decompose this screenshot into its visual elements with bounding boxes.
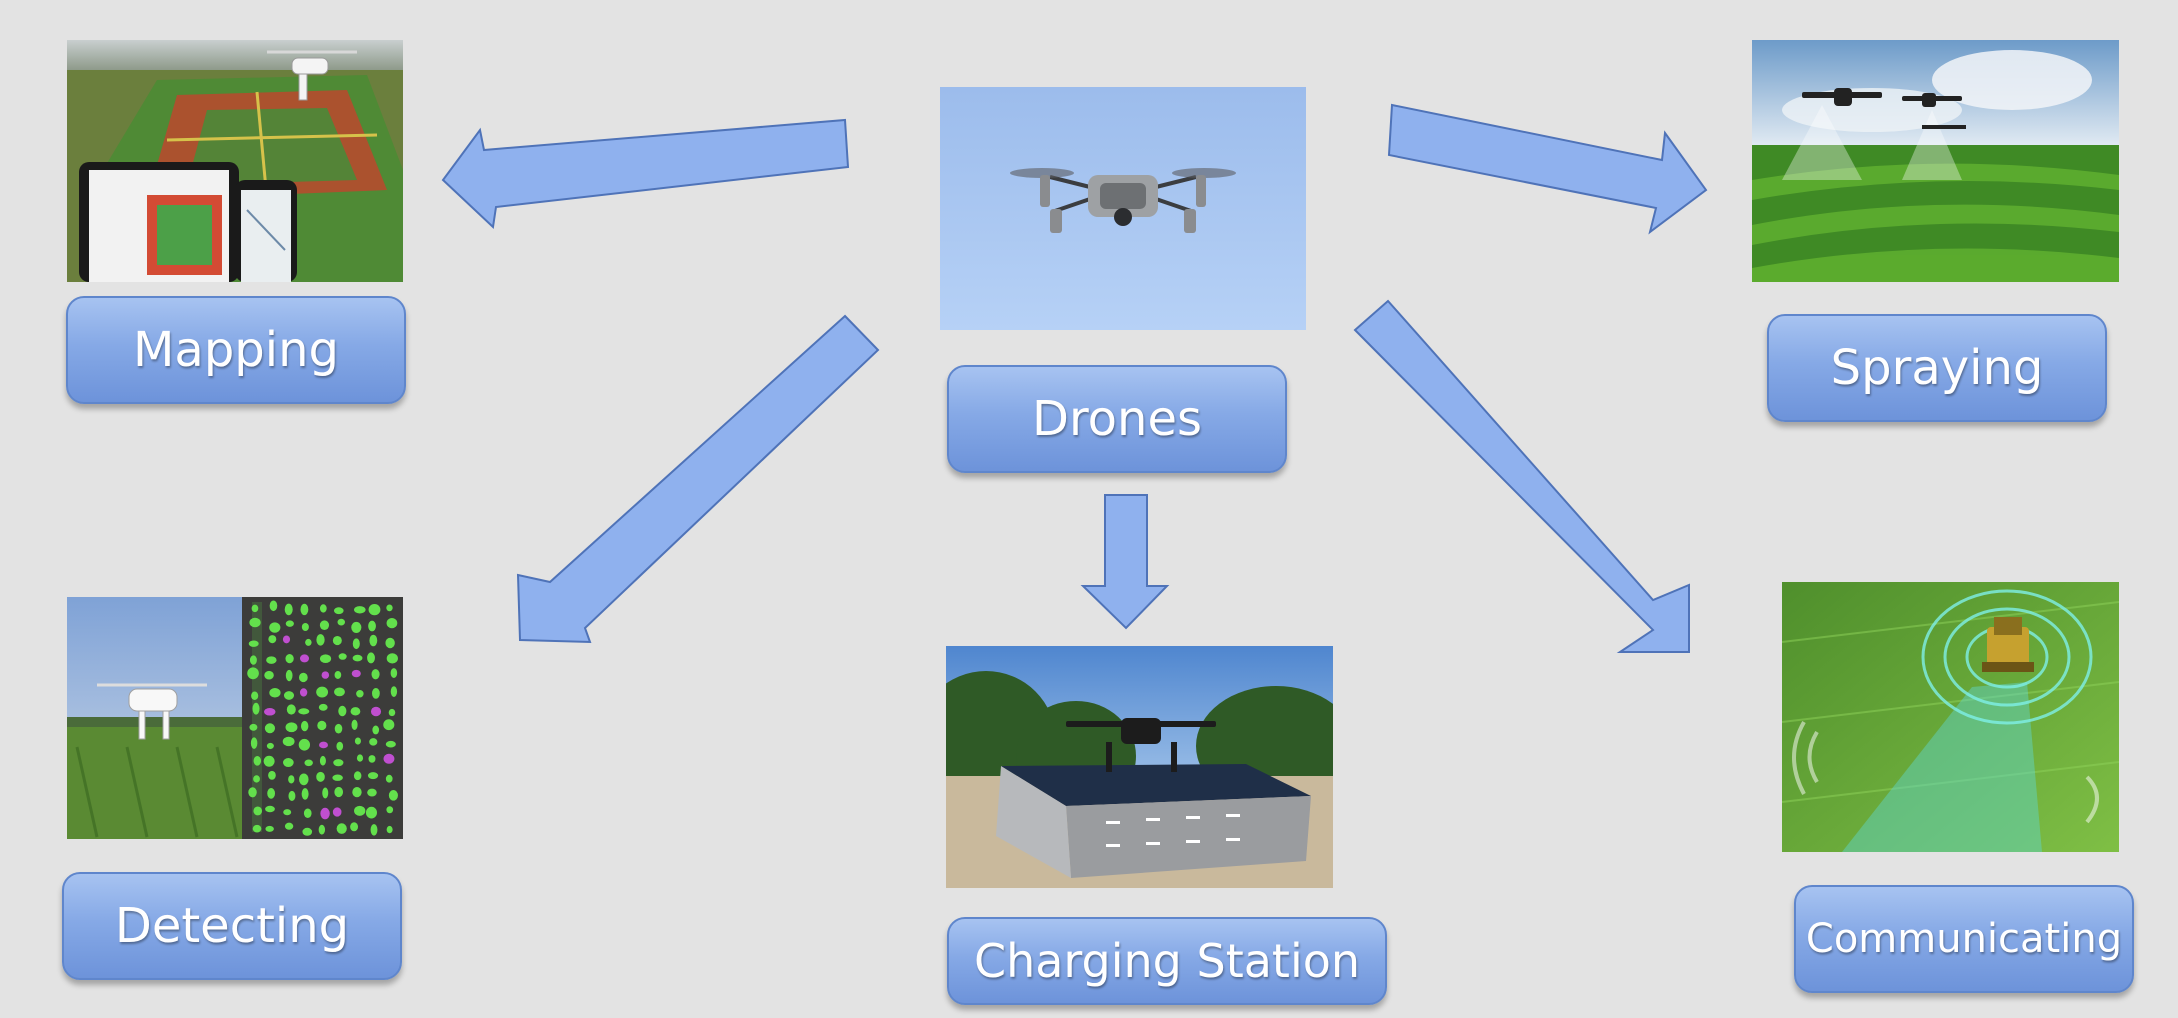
detecting-photo: [67, 597, 403, 839]
mapping-photo: [67, 40, 403, 282]
detecting-node: Detecting: [62, 872, 402, 980]
drones-node: Drones: [947, 365, 1287, 473]
mapping-label: Mapping: [133, 322, 339, 378]
charging-station-photo: [946, 646, 1333, 888]
drone-photo: [940, 87, 1306, 330]
spraying-photo: [1752, 40, 2119, 282]
arrow-to-detecting: [516, 314, 880, 644]
charging-station-node: Charging Station: [947, 917, 1387, 1005]
spraying-label: Spraying: [1830, 340, 2044, 396]
drones-label: Drones: [1032, 391, 1202, 447]
arrow-to-spraying: [1387, 103, 1708, 235]
mapping-node: Mapping: [66, 296, 406, 404]
communicating-photo: [1782, 582, 2119, 852]
communicating-node: Communicating: [1794, 885, 2134, 993]
arrow-to-communicating: [1353, 299, 1690, 653]
charging-station-label: Charging Station: [973, 934, 1361, 988]
detecting-label: Detecting: [114, 898, 350, 954]
arrow-to-mapping: [441, 118, 850, 230]
arrow-to-charging: [1080, 494, 1170, 630]
spraying-node: Spraying: [1767, 314, 2107, 422]
communicating-label: Communicating: [1805, 916, 2123, 962]
